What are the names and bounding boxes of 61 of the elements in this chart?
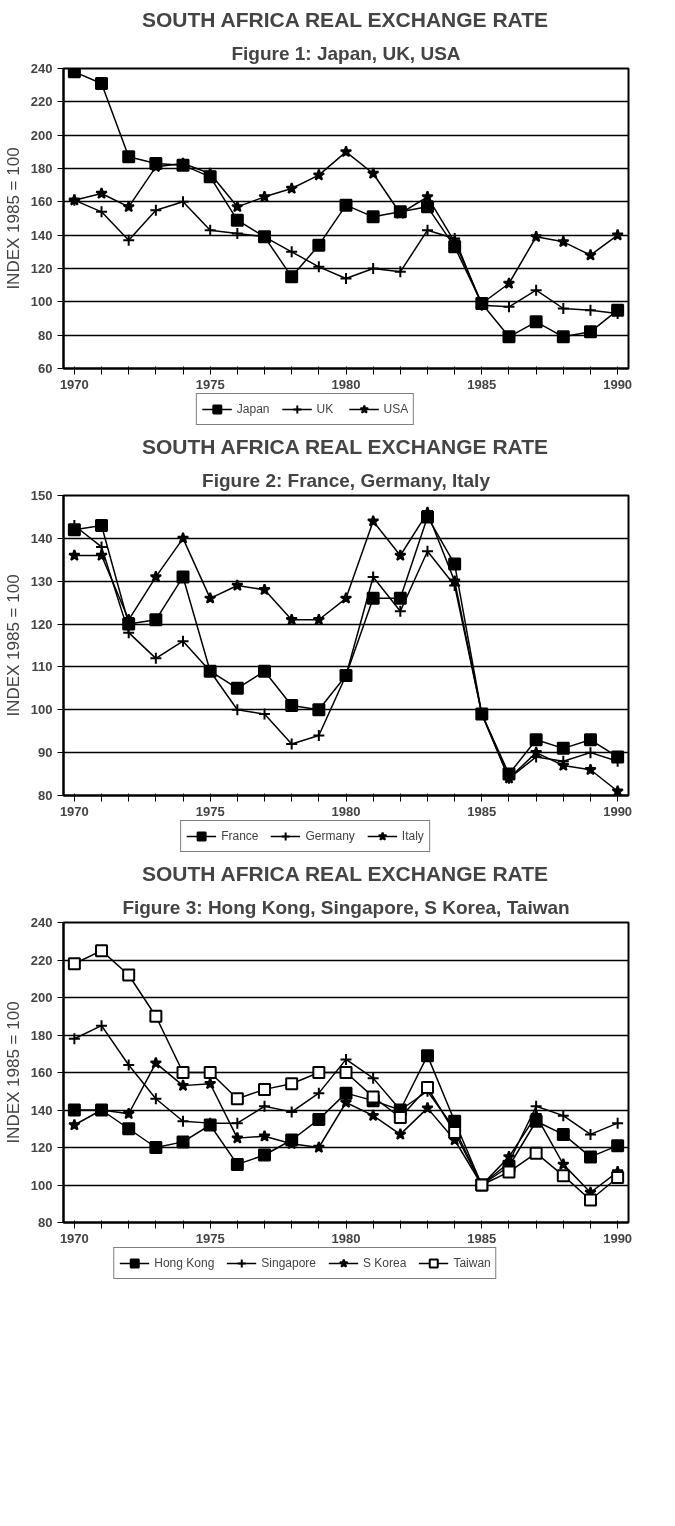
y-tick-label: 140	[30, 1102, 53, 1118]
x-tick-label: 1970	[59, 1230, 89, 1246]
x-tick-label: 1975	[195, 376, 225, 392]
x-tick-label: 1990	[603, 803, 633, 819]
chart-title: SOUTH AFRICA REAL EXCHANGE RATE	[142, 861, 549, 885]
x-tick-label: 1980	[331, 803, 361, 819]
y-tick-label: 80	[38, 327, 53, 343]
x-tick-label: 1990	[603, 376, 633, 392]
y-tick-label: 150	[30, 488, 53, 503]
y-tick-label: 200	[30, 990, 53, 1005]
y-axis-title: INDEX 1985 = 100	[3, 147, 23, 290]
legend-label: USA	[383, 402, 409, 416]
y-tick-label: 100	[30, 702, 53, 718]
x-tick-label: 1980	[331, 1230, 361, 1246]
y-tick-label: 100	[30, 294, 53, 310]
y-tick-label: 160	[30, 194, 53, 210]
y-tick-label: 140	[30, 227, 53, 243]
y-tick-label: 90	[38, 745, 53, 761]
y-tick-label: 240	[30, 915, 53, 930]
x-tick-label: 1980	[331, 376, 361, 392]
legend-label: Taiwan	[453, 1256, 491, 1270]
legend-label: Japan	[236, 402, 270, 416]
legend-label: S Korea	[363, 1256, 407, 1270]
x-tick-label: 1985	[467, 803, 497, 819]
y-tick-label: 80	[38, 1215, 53, 1230]
y-axis-title: INDEX 1985 = 100	[3, 1001, 23, 1144]
y-tick-label: 160	[30, 1065, 53, 1080]
chart-title: SOUTH AFRICA REAL EXCHANGE RATE	[142, 434, 549, 458]
y-tick-label: 220	[30, 952, 53, 968]
chart-subtitle: Figure 2: France, Germany, Italy	[202, 469, 491, 491]
y-tick-label: 120	[30, 1140, 53, 1155]
y-tick-label: 180	[30, 1027, 53, 1043]
x-tick-label: 1975	[195, 1230, 225, 1246]
legend-label: Germany	[305, 829, 355, 843]
y-tick-label: 180	[30, 161, 53, 176]
x-tick-label: 1970	[59, 376, 89, 392]
y-tick-label: 140	[30, 530, 53, 546]
x-tick-label: 1970	[59, 803, 89, 819]
legend-label: Italy	[401, 829, 424, 843]
x-tick-label: 1990	[603, 1230, 633, 1246]
y-tick-label: 220	[30, 94, 53, 110]
y-tick-label: 60	[38, 361, 53, 376]
y-tick-label: 80	[38, 788, 53, 803]
y-tick-label: 100	[30, 1177, 53, 1193]
y-tick-label: 110	[31, 659, 53, 675]
chart-subtitle: Figure 1: Japan, UK, USA	[231, 42, 461, 64]
legend-label: Hong Kong	[154, 1256, 215, 1270]
legend-label: Singapore	[261, 1256, 317, 1270]
x-tick-label: 1985	[467, 376, 497, 392]
x-tick-label: 1985	[467, 1230, 497, 1246]
legend-label: France	[221, 829, 259, 843]
chart-title: SOUTH AFRICA REAL EXCHANGE RATE	[142, 7, 549, 31]
chart-subtitle: Figure 3: Hong Kong, Singapore, S Korea, Taiwan	[122, 896, 570, 918]
y-tick-label: 130	[30, 573, 53, 589]
y-tick-label: 200	[30, 127, 53, 143]
y-tick-label: 120	[30, 616, 53, 632]
y-axis-title: INDEX 1985 = 100	[3, 574, 23, 717]
y-tick-label: 240	[30, 61, 53, 76]
x-tick-label: 1975	[195, 803, 225, 819]
legend-label: UK	[316, 402, 335, 416]
y-tick-label: 120	[30, 261, 53, 276]
